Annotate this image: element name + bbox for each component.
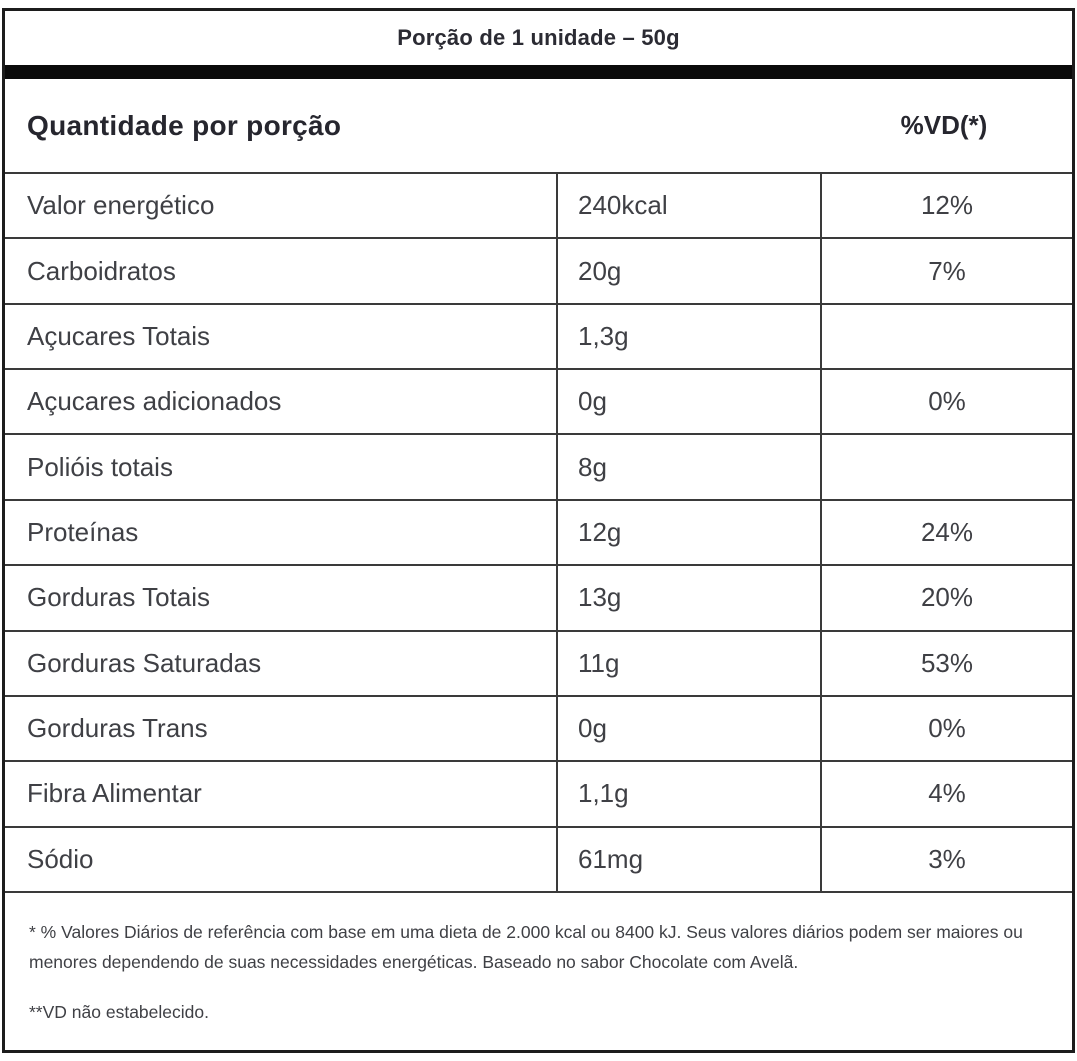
table-row: Açucares Totais 1,3g [5,302,1072,369]
nutrient-amount: 240kcal [556,174,820,238]
nutrient-rows: Valor energético 240kcal 12% Carboidrato… [5,172,1072,891]
nutrition-facts-table: Porção de 1 unidade – 50g Quantidade por… [2,8,1075,1053]
table-header: Quantidade por porção %VD(*) [5,79,1072,172]
nutrient-amount: 11g [556,631,820,695]
nutrient-label: Açucares adicionados [27,386,282,417]
table-row: Carboidratos 20g 7% [5,237,1072,303]
nutrient-dv: 7% [820,239,1072,303]
nutrient-dv [820,304,1072,369]
nutrient-label: Polióis totais [27,451,173,482]
nutrient-label: Fibra Alimentar [27,778,202,809]
nutrient-label: Açucares Totais [27,320,211,351]
nutrient-dv: 4% [820,762,1072,826]
footnote-vd-not-established: **VD não estabelecido. [29,1002,209,1023]
nutrient-dv [820,435,1072,499]
footnotes: * % Valores Diários de referência com ba… [5,891,1072,1050]
table-row: Fibra Alimentar 1,1g 4% [5,760,1072,826]
nutrient-dv: 0% [820,696,1072,761]
nutrient-amount: 12g [556,500,820,565]
nutrient-label: Gorduras Totais [27,582,211,613]
nutrient-dv: 20% [820,566,1072,630]
table-row: Proteínas 12g 24% [5,498,1072,565]
footnote-daily-values: * % Valores Diários de referência com ba… [29,922,1023,973]
nutrient-label: Proteínas [27,516,139,547]
table-row: Açucares adicionados 0g 0% [5,368,1072,434]
column-header-daily-value: %VD(*) [900,110,988,140]
nutrient-label: Sódio [27,843,94,874]
nutrient-dv: 3% [820,827,1072,891]
nutrient-amount: 61mg [556,827,820,891]
nutrient-dv: 0% [820,370,1072,434]
column-header-quantity: Quantidade por porção [27,109,342,141]
table-row: Gorduras Totais 13g 20% [5,564,1072,630]
nutrient-label: Carboidratos [27,255,176,286]
serving-size-row: Porção de 1 unidade – 50g [5,11,1072,65]
nutrient-amount: 1,1g [556,762,820,826]
table-row: Gorduras Saturadas 11g 53% [5,629,1072,695]
nutrient-label: Gorduras Trans [27,713,208,744]
nutrient-amount: 1,3g [556,304,820,369]
serving-size-text: Porção de 1 unidade – 50g [397,25,680,50]
table-row: Gorduras Trans 0g 0% [5,694,1072,761]
nutrient-dv: 53% [820,631,1072,695]
nutrient-amount: 20g [556,239,820,303]
nutrient-amount: 13g [556,566,820,630]
table-row: Polióis totais 8g [5,433,1072,499]
nutrient-amount: 0g [556,370,820,434]
nutrient-label: Valor energético [27,190,215,221]
nutrient-amount: 8g [556,435,820,499]
nutrient-dv: 24% [820,500,1072,565]
table-row: Valor energético 240kcal 12% [5,172,1072,238]
table-row: Sódio 61mg 3% [5,825,1072,891]
nutrient-label: Gorduras Saturadas [27,647,262,678]
nutrient-amount: 0g [556,696,820,761]
divider-bar [5,65,1072,79]
nutrient-dv: 12% [820,174,1072,238]
